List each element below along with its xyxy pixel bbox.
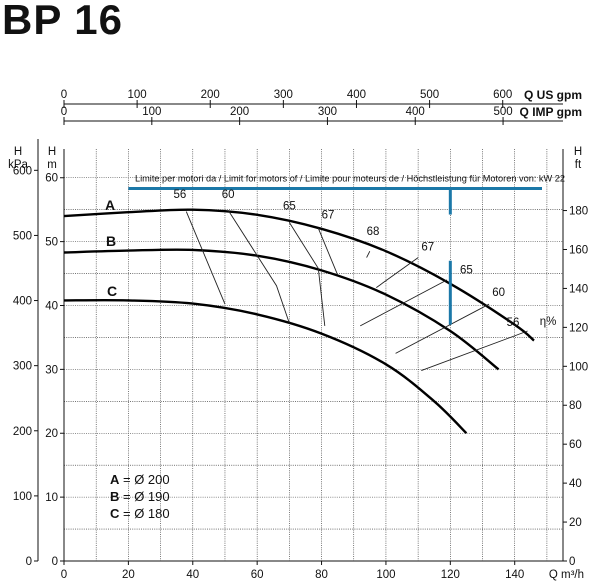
head-curves: [63, 208, 535, 435]
top-axis-tick-label: 100: [128, 89, 147, 101]
efficiency-label-60: 60: [222, 189, 235, 201]
efficiency-line-56: [185, 211, 226, 305]
curve-label-c: C: [107, 283, 117, 299]
top-axis-tick-label: 400: [347, 89, 366, 101]
ft-axis-tick-label: 160: [569, 244, 588, 256]
curve-c: [63, 298, 468, 435]
efficiency-line-67: [376, 257, 419, 288]
top-axis-tick-label: 0: [61, 89, 67, 101]
top-axis-tick-label: 0: [61, 106, 67, 118]
ft-axis-tick-label: 120: [569, 322, 588, 334]
efficiency-line-56: [421, 330, 528, 372]
curve-b: [63, 248, 500, 371]
axes: [34, 100, 567, 565]
x-axis-tick-label: 60: [251, 569, 264, 581]
m-axis-tick-label: 10: [45, 492, 58, 504]
curve-a: [63, 208, 535, 342]
efficiency-line-65: [289, 222, 326, 326]
efficiency-label-67: 67: [322, 210, 335, 222]
efficiency-line-60: [227, 210, 290, 324]
x-axis-tick-label: 120: [441, 569, 460, 581]
kpa-axis-tick-label: 200: [13, 426, 32, 438]
ft-axis-tick-label: 0: [569, 556, 575, 568]
motor-limit-label: Limite per motori da / Limit for motors …: [135, 174, 565, 184]
kpa-axis-tick-label: 100: [13, 491, 32, 503]
top-axis-tick-label: 400: [406, 106, 425, 118]
m-axis-tick-label: 50: [45, 237, 58, 249]
m-axis-tick-label: 20: [45, 428, 58, 440]
ft-axis-tick-label: 20: [569, 517, 582, 529]
m-axis-tick-label: 60: [45, 173, 58, 185]
kpa-axis-tick-label: 0: [26, 556, 32, 568]
grid: [64, 149, 563, 561]
page-title: BP 16: [2, 0, 123, 43]
efficiency-line-60: [395, 303, 490, 354]
efficiency-label-65: 65: [460, 265, 473, 277]
top-axis-label: Q US gpm: [524, 88, 582, 102]
efficiency-label-68: 68: [367, 226, 380, 238]
x-axis-tick-label: 100: [376, 569, 395, 581]
x-axis-tick-label: 140: [505, 569, 524, 581]
efficiency-label-65: 65: [283, 201, 296, 213]
legend-entry: A = Ø 200: [110, 472, 170, 487]
kpa-axis-tick-label: 400: [13, 296, 32, 308]
x-axis-tick-label: 0: [61, 569, 67, 581]
top-axis-tick-label: 300: [318, 106, 337, 118]
kpa-axis-header: H: [14, 146, 22, 158]
ft-axis-tick-label: 80: [569, 400, 582, 412]
m-axis-tick-label: 0: [52, 556, 58, 568]
efficiency-label-56: 56: [173, 189, 186, 201]
legend-entry: B = Ø 190: [110, 489, 170, 504]
kpa-axis-tick-label: 600: [13, 165, 32, 177]
efficiency-line-65: [359, 279, 448, 327]
x-axis-label: Q m³/h: [549, 569, 584, 581]
curve-label-b: B: [106, 233, 116, 249]
top-axis-tick-label: 300: [274, 89, 293, 101]
x-axis-tick-label: 20: [122, 569, 135, 581]
efficiency-label-56: 56: [507, 317, 520, 329]
motor-limit: [128, 187, 542, 325]
top-axis-tick-label: 200: [230, 106, 249, 118]
ft-axis-tick-label: 140: [569, 283, 588, 295]
efficiency-line-68: [366, 250, 371, 258]
legend-entry: C = Ø 180: [110, 506, 170, 521]
ft-axis-tick-label: 100: [569, 361, 588, 373]
m-axis-header: H: [48, 146, 56, 158]
top-axis-tick-label: 100: [142, 106, 161, 118]
top-axis-label: Q IMP gpm: [520, 105, 582, 119]
ft-axis-unit: ft: [575, 159, 582, 171]
kpa-axis-unit: kPa: [8, 159, 28, 171]
top-axis-tick-label: 200: [201, 89, 220, 101]
efficiency-line-67: [317, 228, 339, 275]
x-axis-tick-label: 40: [186, 569, 199, 581]
efficiency-label-67: 67: [421, 242, 434, 254]
ft-axis-tick-label: 180: [569, 206, 588, 218]
kpa-axis-tick-label: 300: [13, 361, 32, 373]
top-axis-tick-label: 600: [493, 89, 512, 101]
m-axis-unit: m: [47, 159, 57, 171]
ft-axis-tick-label: 60: [569, 439, 582, 451]
efficiency-lines: [185, 210, 528, 372]
kpa-axis-tick-label: 500: [13, 230, 32, 242]
top-axis-tick-label: 500: [493, 106, 512, 118]
ft-axis-tick-label: 40: [569, 478, 582, 490]
efficiency-label-60: 60: [492, 287, 505, 299]
m-axis-tick-label: 40: [45, 300, 58, 312]
m-axis-tick-label: 30: [45, 364, 58, 376]
efficiency-axis-label: η%: [540, 316, 557, 328]
curve-label-a: A: [105, 197, 115, 213]
top-axis-tick-label: 500: [420, 89, 439, 101]
x-axis-tick-label: 80: [315, 569, 328, 581]
ft-axis-header: H: [574, 146, 582, 158]
